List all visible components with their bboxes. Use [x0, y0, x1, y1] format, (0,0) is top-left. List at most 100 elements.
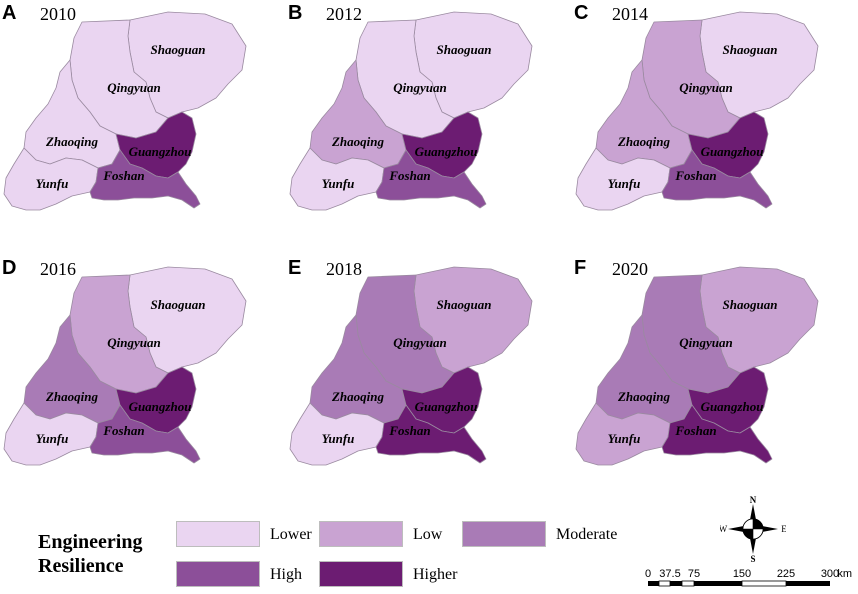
panel-letter: A — [2, 2, 17, 24]
city-label-qingyuan: Qingyuan — [107, 335, 160, 350]
legend-swatch-lower — [176, 521, 260, 547]
scale-bar: 0 37.5 75 150 225 300 km — [645, 568, 852, 587]
city-label-zhaoqing: Zhaoqing — [45, 134, 99, 149]
city-label-shaoguan: Shaoguan — [723, 42, 778, 57]
region-map: Shaoguan Qingyuan Zhaoqing Guangzhou Yunfu Fo… — [3, 266, 247, 466]
region-map: Shaoguan Qingyuan Zhaoqing Guangzhou Yunfu Fo… — [289, 11, 533, 211]
map-panel-c: C 2014 Shaoguan Qingyuan Zhaoqing Guangzhou Yu… — [572, 0, 858, 250]
scale-bar-segments — [648, 580, 830, 587]
region-yunfu — [289, 147, 385, 211]
city-label-foshan: Foshan — [674, 423, 716, 438]
city-label-foshan: Foshan — [674, 168, 716, 183]
panel-year: 2012 — [326, 4, 362, 24]
region-map: Shaoguan Qingyuan Zhaoqing Guangzhou Yunfu Fo… — [575, 11, 819, 211]
region-foshan — [89, 149, 201, 209]
legend-swatch-high — [176, 561, 260, 587]
region-yunfu — [575, 147, 671, 211]
region-map: Shaoguan Qingyuan Zhaoqing Guangzhou Yunfu Fo… — [289, 266, 533, 466]
scale-tick-300: 300 — [821, 568, 839, 580]
city-label-guangzhou: Guangzhou — [701, 399, 764, 414]
panel-year: 2010 — [40, 4, 76, 24]
region-yunfu — [289, 402, 385, 466]
region-yunfu — [3, 147, 99, 211]
legend-title-line1: Engineering — [38, 531, 143, 553]
panel-letter: B — [288, 2, 303, 24]
panel-letter: F — [574, 257, 587, 279]
panel-year: 2014 — [612, 4, 648, 24]
scale-tick-37-5: 37.5 — [659, 568, 680, 580]
legend-title-line2: Resilience — [38, 555, 124, 577]
legend-swatch-moderate — [462, 521, 546, 547]
compass-n-label: N — [750, 496, 757, 505]
scale-tick-225: 225 — [777, 568, 795, 580]
city-label-qingyuan: Qingyuan — [393, 80, 446, 95]
city-label-guangzhou: Guangzhou — [129, 144, 192, 159]
map-panel-e: E 2018 Shaoguan Qingyuan Zhaoqing Guangzhou Yu… — [286, 255, 572, 505]
compass-s-label: S — [750, 554, 755, 562]
city-label-zhaoqing: Zhaoqing — [617, 389, 671, 404]
legend-label-higher: Higher — [413, 566, 458, 583]
region-foshan — [375, 404, 487, 464]
scale-tick-0: 0 — [645, 568, 651, 580]
region-foshan — [89, 404, 201, 464]
panel-letter: D — [2, 257, 17, 279]
panel-letter: E — [288, 257, 302, 279]
scale-bar-ticks: 0 37.5 75 150 225 300 km — [645, 568, 852, 580]
scale-tick-75: 75 — [688, 568, 700, 580]
city-label-qingyuan: Qingyuan — [107, 80, 160, 95]
city-label-foshan: Foshan — [388, 168, 430, 183]
legend-label-low: Low — [413, 526, 443, 543]
legend-label-high: High — [270, 566, 302, 583]
city-label-shaoguan: Shaoguan — [723, 297, 778, 312]
city-label-foshan: Foshan — [388, 423, 430, 438]
region-foshan — [661, 404, 773, 464]
city-label-yunfu: Yunfu — [36, 176, 69, 191]
region-map: Shaoguan Qingyuan Zhaoqing Guangzhou Yunfu Fo… — [575, 266, 819, 466]
city-label-foshan: Foshan — [102, 423, 144, 438]
map-panel-b: B 2012 Shaoguan Qingyuan Zhaoqing Guangzhou Yu… — [286, 0, 572, 250]
city-label-zhaoqing: Zhaoqing — [617, 134, 671, 149]
map-panel-f: F 2020 Shaoguan Qingyuan Zhaoqing Guangzhou Yu… — [572, 255, 858, 505]
compass-e-label: E — [781, 524, 786, 534]
city-label-guangzhou: Guangzhou — [701, 144, 764, 159]
scale-tick-150: 150 — [733, 568, 751, 580]
map-panel-d: D 2016 Shaoguan Qingyuan Zhaoqing Guangzhou Yu… — [0, 255, 286, 505]
panel-year: 2018 — [326, 259, 362, 279]
city-label-shaoguan: Shaoguan — [151, 42, 206, 57]
legend-label-moderate: Moderate — [556, 526, 618, 543]
map-panel-a: A 2010 Shaoguan Qingyuan Zhaoqing Guangzhou Yu… — [0, 0, 286, 250]
region-map: Shaoguan Qingyuan Zhaoqing Guangzhou Yunfu Fo… — [3, 11, 247, 211]
city-label-guangzhou: Guangzhou — [129, 399, 192, 414]
region-yunfu — [575, 402, 671, 466]
legend-title: Engineering Resilience — [38, 530, 142, 578]
city-label-zhaoqing: Zhaoqing — [45, 389, 99, 404]
city-label-zhaoqing: Zhaoqing — [331, 134, 385, 149]
city-label-yunfu: Yunfu — [322, 431, 355, 446]
legend-swatch-low — [319, 521, 403, 547]
city-label-guangzhou: Guangzhou — [415, 399, 478, 414]
city-label-yunfu: Yunfu — [322, 176, 355, 191]
city-label-qingyuan: Qingyuan — [393, 335, 446, 350]
panel-year: 2020 — [612, 259, 648, 279]
legend-swatch-higher — [319, 561, 403, 587]
panel-year: 2016 — [40, 259, 76, 279]
north-arrow-compass-icon: N S E W — [720, 496, 786, 562]
city-label-zhaoqing: Zhaoqing — [331, 389, 385, 404]
legend-label-lower: Lower — [270, 526, 312, 543]
compass-w-label: W — [720, 524, 728, 534]
city-label-yunfu: Yunfu — [608, 431, 641, 446]
region-foshan — [661, 149, 773, 209]
city-label-yunfu: Yunfu — [608, 176, 641, 191]
scale-unit: km — [837, 568, 852, 580]
region-yunfu — [3, 402, 99, 466]
city-label-guangzhou: Guangzhou — [415, 144, 478, 159]
city-label-shaoguan: Shaoguan — [437, 42, 492, 57]
city-label-qingyuan: Qingyuan — [679, 80, 732, 95]
city-label-qingyuan: Qingyuan — [679, 335, 732, 350]
city-label-yunfu: Yunfu — [36, 431, 69, 446]
region-foshan — [375, 149, 487, 209]
city-label-shaoguan: Shaoguan — [151, 297, 206, 312]
city-label-foshan: Foshan — [102, 168, 144, 183]
panel-letter: C — [574, 2, 589, 24]
city-label-shaoguan: Shaoguan — [437, 297, 492, 312]
